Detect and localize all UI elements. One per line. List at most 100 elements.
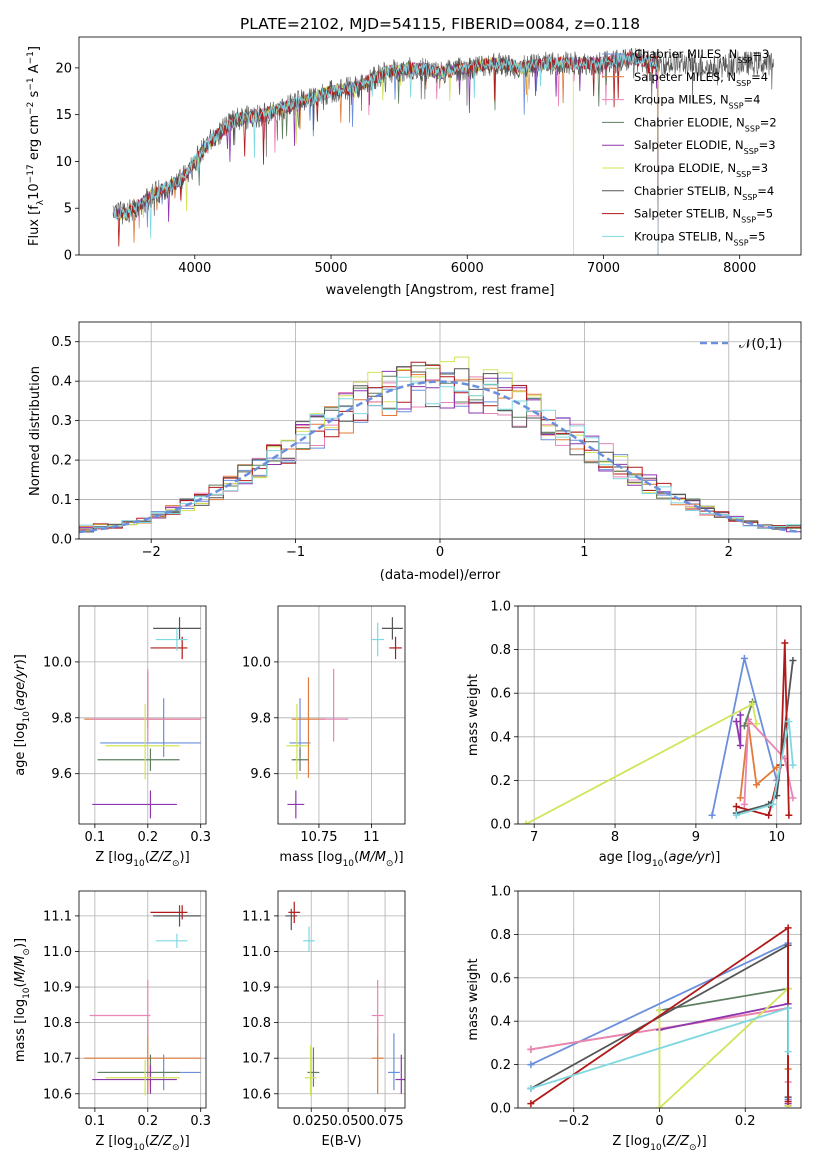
y-tick-label: 10.0 [43, 655, 72, 670]
weight-point-marker [784, 1048, 792, 1056]
label-part: 10 [133, 859, 145, 869]
legend-text: =5 [749, 229, 766, 243]
legend-text: Salpeter MILES, N [634, 70, 736, 84]
panel-mass-weight-vs-Z: −0.2 0 0.2 0.0 0.2 0.4 0.6 0.8 1.0 Z [log10(Z/Z⊙)… [466, 885, 802, 1153]
weight-point-marker [748, 700, 756, 708]
label-part: −2 [26, 102, 36, 115]
label-part: age [log [13, 723, 28, 776]
plot-area [84, 617, 201, 819]
weight-point-marker [736, 742, 744, 750]
x-tick-label: −1 [286, 545, 305, 560]
axes-frame [277, 605, 406, 825]
label-part: ⊙ [172, 1143, 180, 1153]
label-part: E(B-V) [321, 1134, 361, 1149]
weight-point-marker [656, 1104, 663, 1108]
x-tick-label: 4000 [178, 261, 211, 276]
legend-entry: Chabrier ELODIE, NSSP=2 [634, 115, 777, 132]
y-tick-label: 0 [64, 249, 72, 264]
plot-area [286, 617, 403, 819]
weight-series-line [743, 701, 754, 727]
y-tick-label: 0.2 [490, 1058, 511, 1073]
y-tick-label: 10.6 [43, 1087, 72, 1102]
legend-text: =2 [760, 115, 777, 129]
legend-entry: Salpeter ELODIE, NSSP=3 [634, 138, 776, 156]
label-part: Flux [f [27, 205, 42, 246]
label-part: erg cm [27, 115, 42, 164]
x-tick-label: 1 [580, 545, 588, 560]
legend-entry: Chabrier MILES, NSSP=3 [634, 47, 769, 65]
x-tick-label: 0.2 [735, 1114, 756, 1129]
weight-series-line [739, 723, 778, 798]
label-part: 10 [343, 859, 355, 869]
legend-sub: SSP [736, 170, 751, 179]
x-tick-label: 0 [655, 1114, 663, 1129]
label-part: M/M [13, 956, 28, 983]
weight-point-marker [736, 794, 744, 802]
x-tick-label: 0.050 [330, 1114, 367, 1129]
axes-frame [78, 890, 207, 1109]
x-axis-label: Z [log10(Z/Z⊙)] [95, 850, 189, 869]
weight-point-marker [740, 800, 748, 808]
spectrum-series-line [126, 51, 659, 255]
legend-entry: 𝒩(0,1) [739, 337, 782, 352]
weight-point-marker [781, 639, 789, 647]
weight-point-marker [732, 803, 740, 811]
x-tick-label: 0.025 [293, 1114, 330, 1129]
y-tick-label: 0.1 [51, 493, 72, 508]
panel-mass-vs-ebv: 0.025 0.050 0.075 10.6 10.7 10.8 10.9 11.0 11.1 E… [242, 890, 406, 1149]
y-tick-label: 10.7 [242, 1052, 271, 1067]
weight-point-marker [740, 722, 748, 730]
legend-sub: SSP [737, 56, 752, 65]
legend-text: Kroupa STELIB, N [634, 229, 734, 243]
y-tick-label: 10.6 [242, 1087, 271, 1102]
axes-frame [517, 605, 802, 825]
label-part: −1 [26, 77, 36, 90]
legend-text: Salpeter ELODIE, N [634, 138, 744, 152]
label-part: 10 [652, 859, 664, 869]
label-part: −1 [26, 51, 36, 64]
label-part: Z/Z [149, 1134, 173, 1149]
legend-sub: SSP [734, 238, 749, 247]
y-tick-label: 9.6 [51, 767, 72, 782]
legend-entry: Kroupa ELODIE, NSSP=3 [634, 161, 768, 179]
y-axis-label: mass weight [466, 958, 481, 1040]
legend-text: =3 [752, 47, 769, 61]
y-tick-label: 0.5 [51, 335, 72, 350]
y-tick-label: 1.0 [490, 600, 511, 615]
label-part: )] [180, 1134, 190, 1149]
x-tick-label: 2 [725, 545, 733, 560]
x-axis-label: mass [log10(M/M⊙)] [279, 850, 403, 869]
y-tick-label: 10 [55, 155, 72, 170]
spectrum-series-line [180, 52, 659, 255]
y-tick-label: 0.0 [490, 1102, 511, 1117]
legend-text: =4 [751, 70, 768, 84]
y-tick-label: 10.8 [43, 1016, 72, 1031]
spectrum-series-line [112, 56, 574, 255]
weight-point-marker [784, 924, 792, 932]
legend-entry: Salpeter STELIB, NSSP=5 [634, 207, 773, 225]
y-tick-label: 10.9 [43, 981, 72, 996]
legend-text: =4 [744, 93, 761, 107]
weight-point-marker [527, 1084, 535, 1092]
y-tick-label: 0.8 [490, 928, 511, 943]
label-part: Z/Z [149, 850, 173, 865]
y-axis-label: Flux [fλ10−17 erg cm−2 s−1 A−1] [26, 46, 46, 246]
label-part: ( [145, 850, 150, 865]
weight-point-marker [522, 820, 530, 824]
weight-point-marker [784, 1004, 792, 1012]
panel-age-vs-Z: 0.1 0.2 0.39.69.810.0Z [log10(Z/Z⊙)]age [l… [13, 605, 211, 869]
legend-sub: SSP [741, 215, 756, 224]
x-tick-label: 6000 [451, 261, 484, 276]
x-tick-label: −0.2 [558, 1114, 590, 1129]
x-tick-label: 0.1 [85, 1114, 106, 1129]
weight-point-marker [527, 1061, 535, 1069]
normal-reference-curve [79, 380, 801, 534]
y-tick-label: 9.8 [51, 711, 72, 726]
x-tick-label: 0.3 [190, 830, 211, 845]
y-tick-label: 20 [55, 61, 72, 76]
label-part: A [27, 64, 42, 77]
label-part: age [log [599, 850, 652, 865]
